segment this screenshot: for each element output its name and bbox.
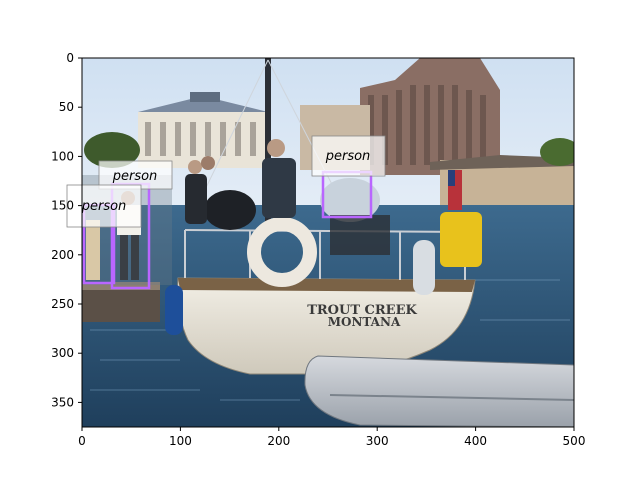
y-tick: 150	[51, 199, 82, 213]
sailboat: TROUT CREEK MONTANA	[165, 178, 482, 375]
y-tick-label: 300	[51, 346, 74, 360]
label-box	[98, 160, 173, 190]
x-tick-label: 500	[563, 434, 586, 448]
x-tick-label: 200	[267, 434, 290, 448]
y-tick: 250	[51, 297, 82, 311]
label-box	[311, 135, 386, 177]
y-tick: 100	[51, 149, 82, 163]
x-axis: 0 100 200 300 400 500	[78, 427, 585, 448]
x-tick-label: 100	[169, 434, 192, 448]
detection-label: person	[81, 199, 127, 214]
y-tick: 300	[51, 346, 82, 360]
mast	[265, 58, 271, 228]
white-building	[138, 92, 268, 168]
detection-person-1: person	[98, 160, 173, 290]
boat-name-line1: TROUT CREEK	[307, 303, 417, 318]
axes-frame	[81, 57, 575, 428]
life-ring	[247, 217, 317, 287]
y-tick-label: 0	[66, 51, 74, 65]
y-tick-label: 350	[51, 395, 74, 409]
detections: person person person	[66, 135, 386, 290]
detection-label: person	[112, 169, 158, 184]
y-tick: 350	[51, 395, 82, 409]
dinghy	[304, 355, 574, 427]
person-crew	[185, 139, 296, 224]
x-tick: 100	[169, 427, 192, 448]
x-tick-label: 0	[78, 434, 86, 448]
harbor-photo: TROUT CREEK MONTANA	[82, 58, 574, 427]
y-tick: 50	[59, 100, 82, 114]
x-tick: 200	[267, 427, 290, 448]
detection-label: person	[325, 149, 371, 164]
y-tick-label: 250	[51, 297, 74, 311]
y-tick-label: 150	[51, 199, 74, 213]
x-tick: 400	[464, 427, 487, 448]
x-tick: 500	[563, 427, 586, 448]
boat-name-line2: MONTANA	[328, 315, 401, 329]
y-axis: 0 50 100 150 200 250 300 350	[51, 51, 82, 409]
x-tick-label: 400	[464, 434, 487, 448]
y-tick-label: 100	[51, 149, 74, 163]
y-tick: 200	[51, 248, 82, 262]
trees-right	[540, 138, 574, 166]
y-tick-label: 50	[59, 100, 74, 114]
x-tick: 300	[366, 427, 389, 448]
y-tick-label: 200	[51, 248, 74, 262]
y-tick: 0	[66, 51, 82, 65]
x-tick-label: 300	[366, 434, 389, 448]
detection-person-3: person	[311, 135, 386, 219]
trees-left	[84, 132, 140, 168]
x-tick: 0	[78, 427, 86, 448]
low-building	[430, 155, 574, 205]
tall-building	[360, 58, 500, 175]
